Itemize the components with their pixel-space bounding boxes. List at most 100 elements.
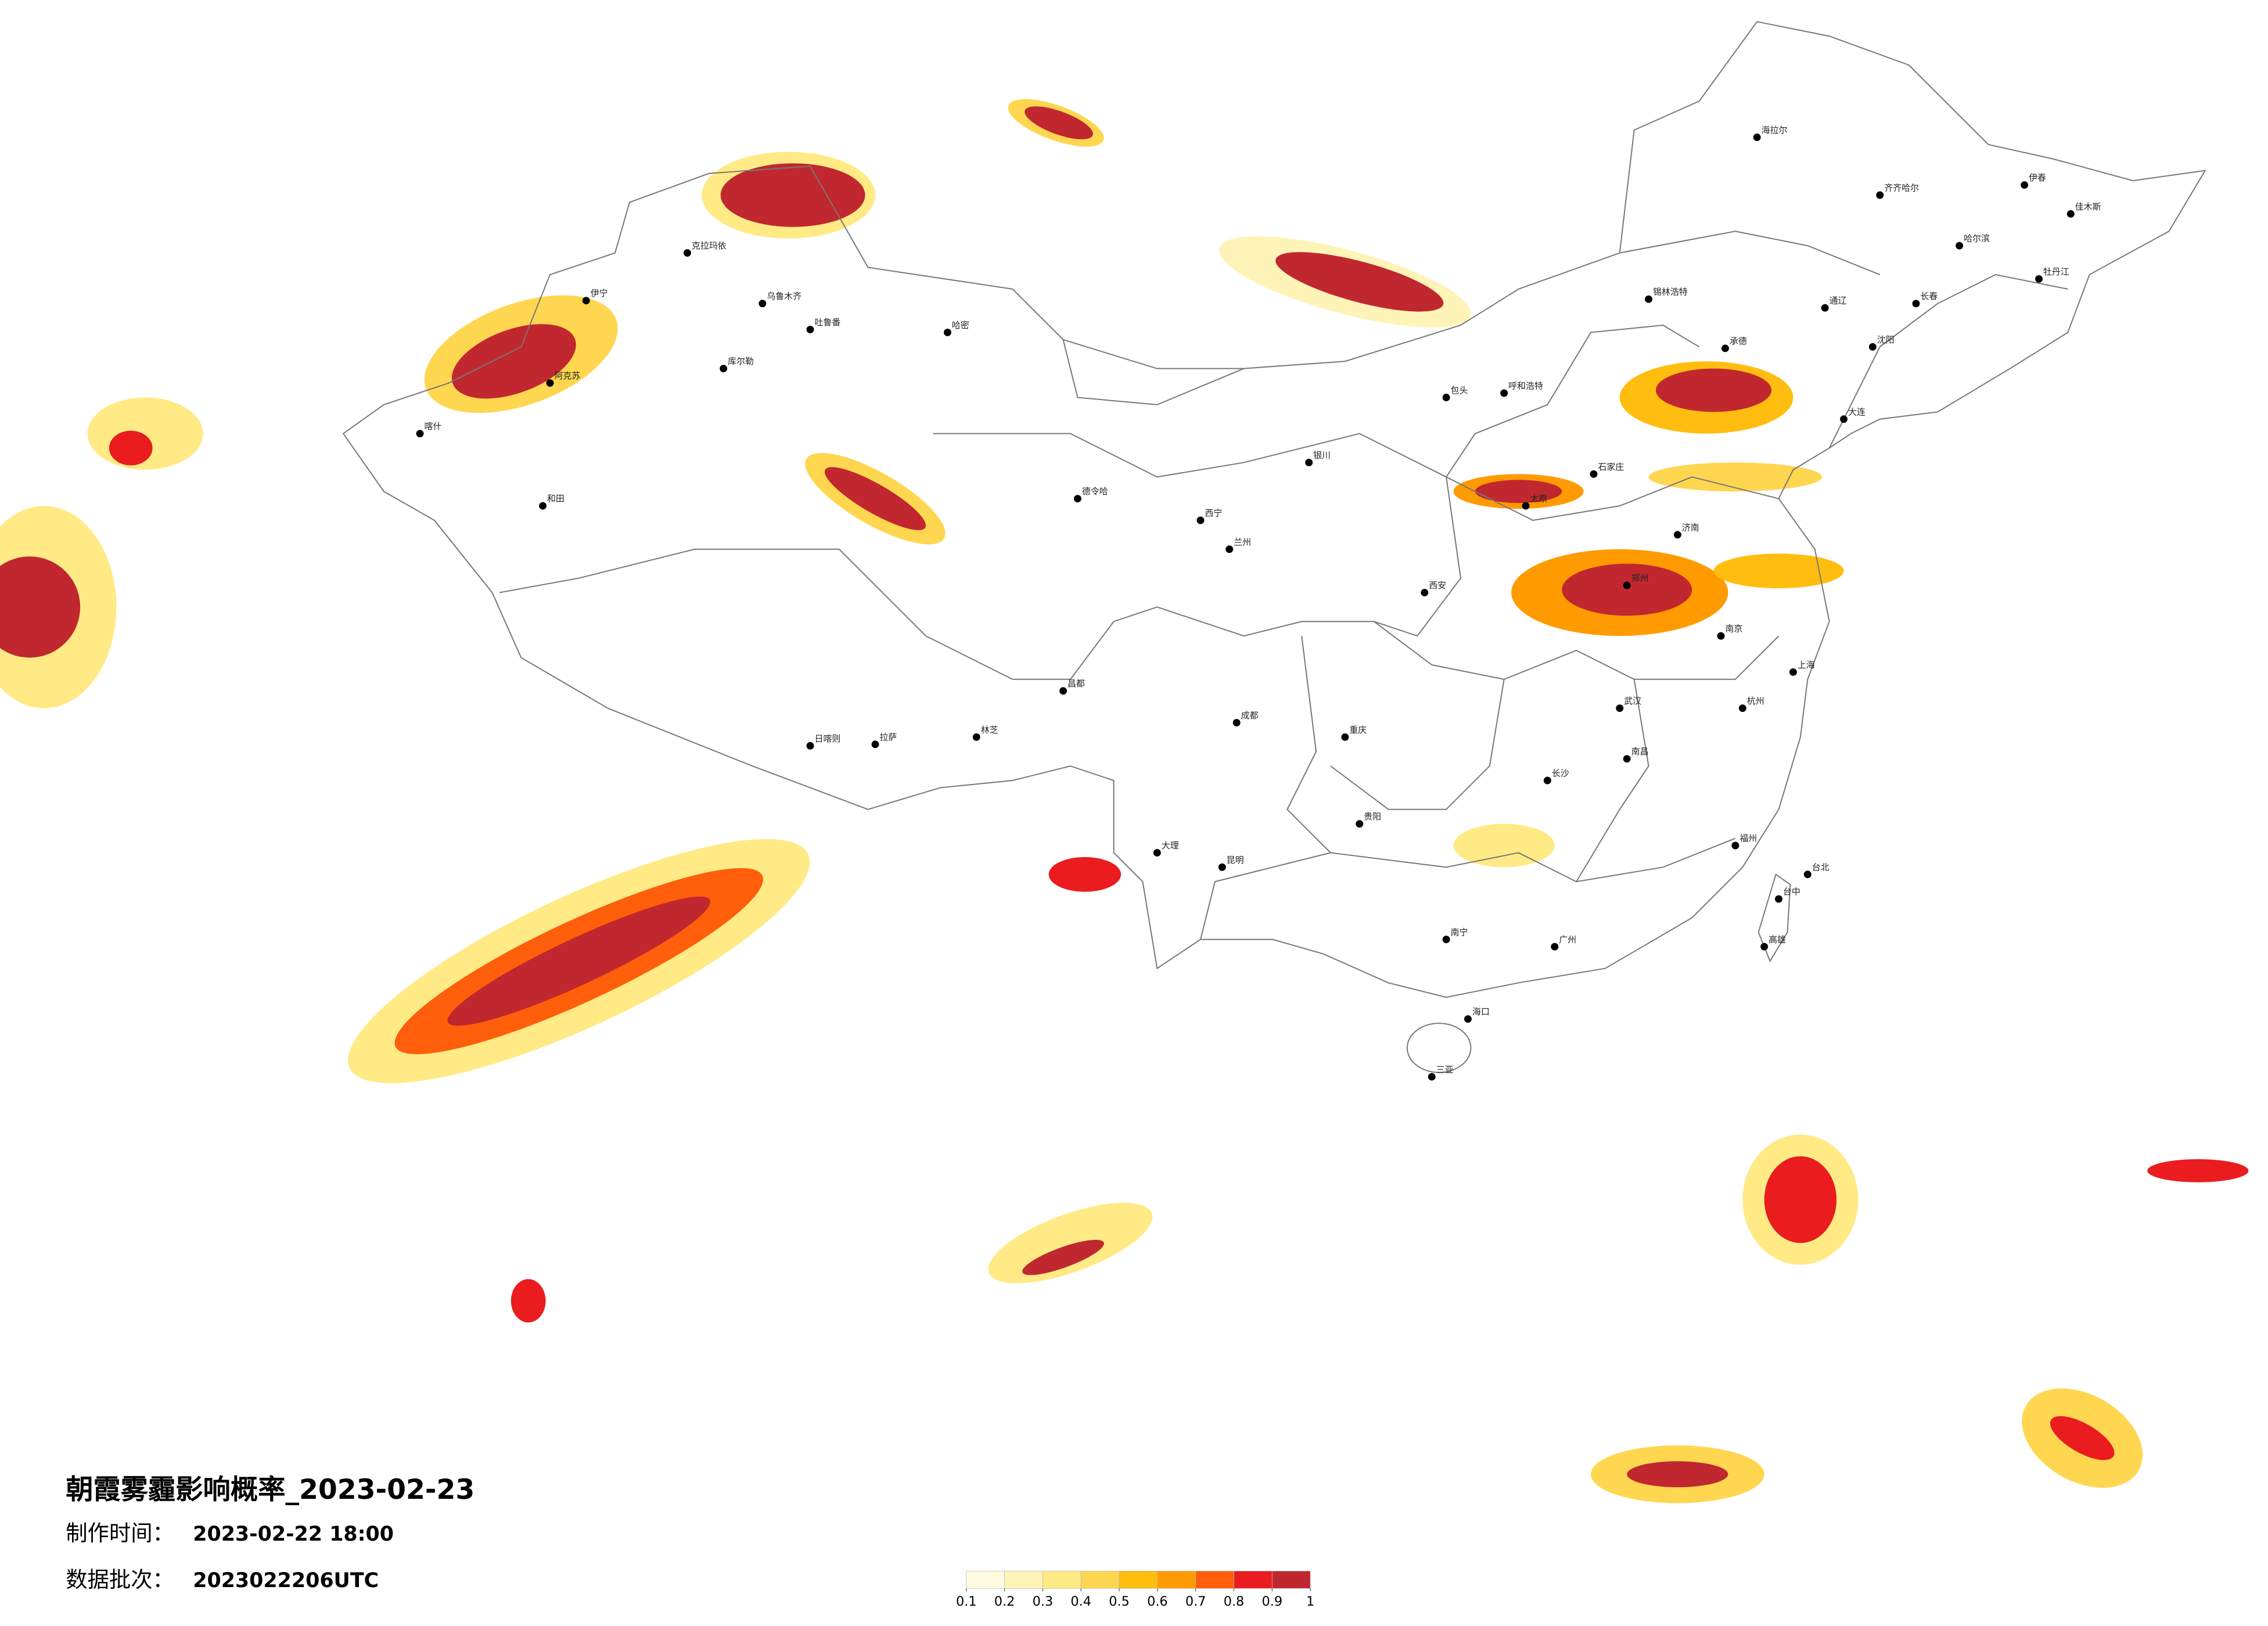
colorbar-tick-label: 0.7 xyxy=(1185,1594,1206,1609)
city-dot xyxy=(539,502,547,510)
city-label: 贵阳 xyxy=(1364,811,1381,822)
city-dot xyxy=(1305,458,1313,466)
city-label: 日喀则 xyxy=(814,733,840,744)
city-label: 大理 xyxy=(1162,840,1179,851)
city-label: 伊宁 xyxy=(591,288,608,298)
city-dot xyxy=(1442,393,1450,401)
city-label: 昆明 xyxy=(1227,855,1244,865)
colorbar-tick-label: 1 xyxy=(1306,1594,1314,1609)
colorbar-tick-label: 0.3 xyxy=(1033,1594,1054,1609)
city-label: 台北 xyxy=(1812,862,1830,872)
city-dot xyxy=(1543,776,1551,785)
colorbar-tick-label: 0.9 xyxy=(1262,1594,1283,1609)
city-label: 哈密 xyxy=(952,320,969,330)
city-label: 通辽 xyxy=(1830,296,1847,306)
colorbar-tick-label: 0.4 xyxy=(1070,1594,1091,1609)
city-label: 海口 xyxy=(1472,1006,1490,1017)
city-dot xyxy=(1840,415,1848,423)
colorbar-bin xyxy=(1119,1571,1158,1589)
city-label: 阿克苏 xyxy=(554,370,580,381)
city-label: 西安 xyxy=(1429,580,1446,591)
city-dot xyxy=(1623,755,1631,763)
city-dot xyxy=(1789,668,1797,676)
city-dot xyxy=(720,365,728,373)
city-dot xyxy=(1623,581,1631,589)
city-dot xyxy=(806,325,814,333)
city-label: 南宁 xyxy=(1451,927,1468,937)
city-dot xyxy=(2021,181,2029,189)
city-dot xyxy=(1232,718,1241,726)
city-label: 太原 xyxy=(1530,494,1547,504)
city-label: 呼和浩特 xyxy=(1508,381,1543,391)
city-label: 包头 xyxy=(1451,385,1468,395)
city-label: 上海 xyxy=(1798,660,1815,670)
city-label: 高雄 xyxy=(1769,934,1786,945)
city-label: 福州 xyxy=(1739,833,1757,844)
colorbar-tick-label: 0.8 xyxy=(1224,1594,1245,1609)
city-label: 银川 xyxy=(1313,450,1331,461)
city-dot xyxy=(1760,942,1769,951)
city-dot xyxy=(1464,1015,1472,1023)
city-label: 牡丹江 xyxy=(2043,267,2069,277)
city-dot xyxy=(1645,295,1653,303)
colorbar-bin xyxy=(1234,1571,1273,1589)
colorbar-bin xyxy=(1043,1571,1081,1589)
city-dot xyxy=(1753,133,1761,141)
city-dot xyxy=(1616,704,1624,713)
city-label: 佳木斯 xyxy=(2075,202,2101,212)
city-dot xyxy=(1522,502,1530,510)
boundaries xyxy=(342,21,2206,1073)
title: 朝霞雾霾影响概率_2023-02-23 xyxy=(66,1474,475,1506)
city-dot xyxy=(1196,516,1205,524)
city-label: 南昌 xyxy=(1631,746,1649,757)
city-dot xyxy=(1153,848,1161,857)
city-dot xyxy=(1341,733,1349,741)
city-dot xyxy=(1868,343,1877,351)
city-label: 乌鲁木齐 xyxy=(767,291,801,301)
city-dot xyxy=(1721,344,1729,352)
city-dot xyxy=(1442,936,1450,944)
city-label: 昌都 xyxy=(1067,678,1085,689)
city-dot xyxy=(1073,495,1081,503)
colorbar-tick-label: 0.1 xyxy=(956,1594,977,1609)
batch-label: 数据批次： xyxy=(66,1567,174,1592)
city-dot xyxy=(1428,1073,1436,1081)
city-label: 锡林浩特 xyxy=(1653,287,1688,297)
colorbar-bin xyxy=(1157,1571,1196,1589)
city-label: 拉萨 xyxy=(879,732,897,742)
city-dot xyxy=(1821,304,1829,312)
colorbar-bin xyxy=(1080,1571,1120,1589)
city-label: 承德 xyxy=(1730,336,1747,346)
colorbar-tick-label: 0.5 xyxy=(1109,1594,1130,1609)
city-label: 长春 xyxy=(1920,291,1938,301)
city-dot xyxy=(416,430,424,438)
city-label: 成都 xyxy=(1241,710,1259,721)
city-dot xyxy=(1590,470,1598,478)
city-dot xyxy=(1500,389,1508,397)
city-label: 重庆 xyxy=(1349,725,1367,735)
city-dot xyxy=(806,742,814,750)
colorbar-bin xyxy=(1004,1571,1043,1589)
city-label: 广州 xyxy=(1559,934,1576,945)
city-label: 三亚 xyxy=(1436,1064,1454,1075)
city-dot xyxy=(1775,895,1783,903)
city-label: 德令哈 xyxy=(1082,486,1108,497)
city-dot xyxy=(1956,242,1964,250)
city-label: 伊春 xyxy=(2029,172,2046,183)
colorbar-tick-label: 0.2 xyxy=(994,1594,1015,1609)
city-label: 喀什 xyxy=(424,421,441,431)
city-label: 和田 xyxy=(547,494,565,504)
city-label: 海拉尔 xyxy=(1762,125,1788,135)
colorbar-tick-label: 0.6 xyxy=(1147,1594,1168,1609)
city-label: 南京 xyxy=(1725,624,1742,634)
city-dot xyxy=(1225,545,1234,553)
city-label: 大连 xyxy=(1848,406,1866,417)
city-dot xyxy=(1218,863,1226,871)
production-time: 2023-02-22 18:00 xyxy=(193,1523,394,1546)
city-dot xyxy=(759,300,767,308)
city-label: 库尔勒 xyxy=(728,356,754,366)
city-label: 沈阳 xyxy=(1877,334,1895,345)
